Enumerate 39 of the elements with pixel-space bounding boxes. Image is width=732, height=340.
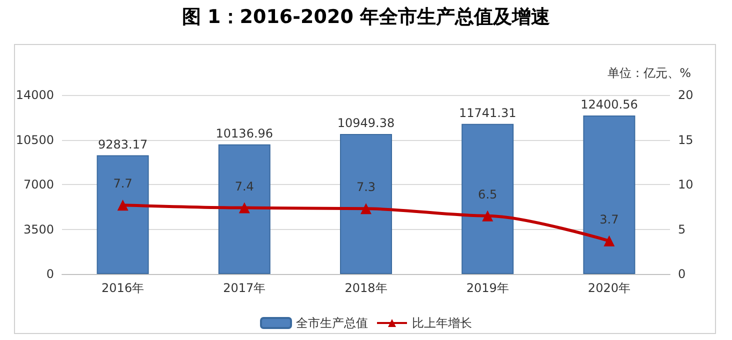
y2-tick-label: 0 [678, 267, 686, 281]
text: 单位：亿元、% [608, 66, 692, 80]
data-label: 10136.96 [216, 126, 274, 140]
data-label: 10949.38 [337, 116, 395, 130]
y-tick-label: 7000 [23, 178, 54, 192]
y-tick-label: 0 [46, 267, 54, 281]
point [604, 235, 615, 246]
data-label: 6.5 [478, 187, 498, 202]
bar [462, 124, 514, 274]
x-tick-label: 2016年 [102, 281, 144, 295]
point [482, 210, 494, 222]
y2-tick-label: 15 [678, 132, 694, 147]
bar [218, 144, 270, 274]
y-tick-label: 14000 [16, 88, 54, 102]
y2-tick-label: 10 [678, 178, 694, 192]
y2-tick-label: 20 [678, 88, 694, 102]
data-label: 11741.31 [458, 106, 516, 120]
y-tick-label: 3500 [23, 222, 54, 236]
x-tick-label: 2017年 [223, 281, 266, 295]
data-label: 7.4 [234, 179, 254, 194]
data-label: 9283.17 [98, 137, 148, 152]
point [360, 203, 372, 214]
chart-title: 图 1：2016-2020 年全市生产总值及增速 [180, 5, 552, 30]
bar [340, 134, 392, 274]
legend-label: 全市生产总值 [296, 316, 368, 330]
x-tick-label: 2018年 [344, 281, 388, 295]
point [238, 202, 250, 214]
bar [96, 155, 149, 274]
x-tick-label: 2019年 [466, 281, 509, 295]
y2-tick-label: 5 [678, 222, 686, 236]
legend-label: 比上年增长 [412, 316, 472, 330]
data-label: 7.7 [113, 176, 132, 191]
data-label: 7.3 [356, 180, 376, 194]
data-label: 12400.56 [580, 97, 638, 112]
point [117, 200, 128, 211]
bar [583, 115, 636, 274]
x-tick-label: 2020年 [588, 281, 630, 295]
data-label: 3.7 [600, 212, 619, 226]
y-tick-label: 10500 [16, 132, 54, 147]
